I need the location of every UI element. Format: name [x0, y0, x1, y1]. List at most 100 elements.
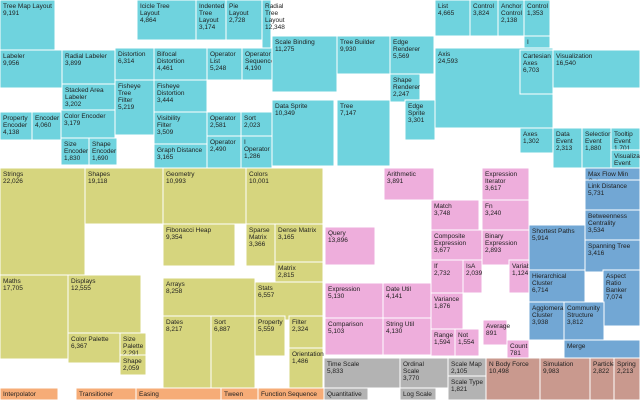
- cell-label-not: Not: [458, 332, 468, 339]
- treemap-cell-edge-renderer: [389, 35, 435, 75]
- cell-label-average: Average: [486, 323, 510, 330]
- cell-label-orientation: Orientation: [292, 351, 324, 358]
- cell-label-string-util: String Util: [386, 321, 415, 328]
- treemap-cell-operator-list: [206, 47, 243, 81]
- cell-value-dates: 8,217: [166, 326, 183, 333]
- cell-label-link-distance: Link Distance: [588, 183, 627, 190]
- treemap-cell-labeler: [0, 49, 63, 89]
- cell-label-interpolator: Interpolator: [3, 391, 37, 398]
- cell-value-tooltip-event: 1,701: [614, 145, 631, 152]
- cell-label-tree-builder: Tree Builder: [340, 39, 376, 46]
- cell-value-particle: 2,822: [593, 368, 610, 375]
- cell-label-radial-tree-layout: Radial Tree Layout: [265, 3, 285, 24]
- treemap-cell-fisheye-distortion: [153, 79, 208, 113]
- cell-label-shape-palette: Shape: [123, 358, 142, 365]
- treemap-cell-shape-encoder: [88, 137, 118, 166]
- cell-label-fisheye-tree-filter: Fisheye Tree Filter: [118, 83, 141, 104]
- cell-label-axes: Axes: [523, 131, 538, 138]
- treemap-cell-ordinal-scale: [399, 357, 449, 389]
- cell-value-expression-iterator: 3,617: [485, 185, 502, 192]
- treemap-cell-color-palette: [67, 332, 121, 364]
- treemap-cell-tree: [336, 99, 391, 167]
- cell-label-variable: Variable: [512, 263, 536, 270]
- treemap-cell-control: [469, 0, 499, 37]
- cell-label-visibility-filter: Visibility Filter: [157, 115, 181, 129]
- cell-label-encoder: Encoder: [35, 115, 60, 122]
- treemap-cell-interpolator: [0, 387, 59, 400]
- treemap-cell-list: [434, 0, 471, 37]
- cell-value-betweenness-centrality: 3,534: [588, 227, 605, 234]
- cell-label-cartesian-axes: Cartesian Axes: [523, 53, 551, 67]
- cell-label-composite-expression: Composite Expression: [434, 233, 467, 247]
- cell-value-strings: 22,026: [3, 178, 23, 185]
- cell-label-pie-layout: Pie Layout: [229, 3, 249, 17]
- treemap-cell-function-sequence: [257, 387, 325, 400]
- cell-value-control: 1,353: [527, 10, 544, 17]
- cell-value-edge-sprite: 3,301: [408, 117, 425, 124]
- cell-value-tree-map-layout: 9,191: [3, 10, 20, 17]
- treemap-cell-visualization: [552, 49, 640, 89]
- treemap-cell-arithmetic: [383, 167, 435, 201]
- cell-label-visualization: Visualization: [556, 53, 593, 60]
- cell-label-selection-event: Selection Event: [585, 131, 612, 145]
- cell-label-color-encoder: Color Encoder: [64, 113, 106, 120]
- cell-value-maths: 17,705: [3, 285, 23, 292]
- cell-label-expression: Expression: [328, 286, 361, 293]
- cell-label-aspect-ratio-banker: Aspect Ratio Banker: [606, 273, 627, 294]
- cell-label-simulation: Simulation: [543, 361, 574, 368]
- cell-value-community-structure: 3,812: [567, 319, 584, 326]
- cell-label-bifocal-distortion: Bifocal Distortion: [157, 51, 185, 65]
- cell-value-size-palette: 2,291: [123, 350, 140, 357]
- cell-label-labeler: Labeler: [3, 53, 26, 60]
- treemap-cell-geometry: [162, 167, 247, 225]
- cell-label-icicle-tree-layout: Icicle Tree Layout: [140, 3, 170, 17]
- treemap-cell-fn: [481, 199, 530, 231]
- cell-value-selection-event: 1,880: [585, 145, 602, 152]
- treemap-cell-scale-binding: [271, 35, 338, 93]
- treemap-cell-property-encoder: [0, 111, 33, 141]
- cell-label-binary-expression: Binary Expression: [485, 233, 518, 247]
- treemap-cell-data-sprite: [271, 99, 335, 167]
- cell-value-fibonacci-heap: 9,354: [166, 234, 183, 241]
- cell-value-edge-renderer: 5,569: [393, 53, 410, 60]
- cell-label-time-scale: Time Scale: [327, 361, 360, 368]
- cell-value-agglomerative-cluster: 3,938: [532, 319, 549, 326]
- cell-label-shortest-paths: Shortest Paths: [532, 228, 575, 235]
- cell-label-isa: IsA: [466, 263, 476, 270]
- cell-label-comparison: Comparison: [328, 321, 363, 328]
- cell-value-string-util: 4,130: [386, 328, 403, 335]
- cell-label-sort: Sort: [214, 319, 226, 326]
- cell-value-colors: 10,001: [249, 178, 269, 185]
- cell-value-axis: 24,593: [438, 58, 458, 65]
- cell-label-ordinal-scale: Ordinal Scale: [403, 361, 425, 375]
- cell-value-scale-map: 2,105: [451, 368, 468, 375]
- cell-value-fisheye-tree-filter: 5,219: [118, 104, 135, 111]
- cell-label-dense-matrix: Dense Matrix: [278, 227, 317, 234]
- cell-value-visibility-filter: 3,509: [157, 129, 174, 136]
- cell-value-link-distance: 5,731: [588, 190, 605, 197]
- cell-value-shape-palette: 2,059: [123, 365, 140, 372]
- treemap-cell-stacked-area-labeler: [61, 83, 118, 111]
- treemap-cell-aspect-ratio-banker: [602, 269, 640, 327]
- treemap-cell-sparse-matrix: [245, 223, 276, 267]
- cell-label-if: If: [434, 263, 438, 270]
- cell-label-arithmetic: Arithmetic: [387, 171, 417, 178]
- cell-label-operator-switch: Operator: [210, 115, 236, 122]
- cell-label-size-palette: Size Palette: [123, 336, 144, 350]
- treemap-cell-binary-expression: [481, 229, 530, 266]
- treemap-cell-control: [523, 0, 551, 37]
- treemap-cell-range: [430, 328, 456, 357]
- cell-label-i-operator: I Operator: [244, 139, 270, 153]
- cell-value-arithmetic: 3,891: [387, 178, 404, 185]
- treemap-cell-variance: [430, 292, 464, 334]
- cell-value-operator: 2,490: [210, 146, 227, 153]
- treemap-cell-tree-map-layout: [0, 0, 56, 51]
- cell-label-n-body-force: N Body Force: [489, 361, 529, 368]
- treemap-cell-expression: [324, 282, 384, 324]
- cell-label-axis: Axis: [438, 51, 451, 58]
- cell-label-radial-labeler: Radial Labeler: [65, 53, 108, 60]
- cell-value-radial-labeler: 3,899: [65, 60, 82, 67]
- cell-value-data-event: 2,313: [556, 145, 573, 152]
